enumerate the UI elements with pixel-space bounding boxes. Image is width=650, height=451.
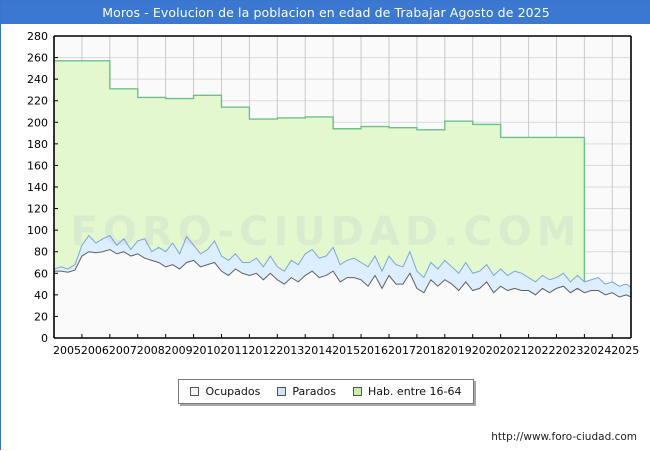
svg-text:2006: 2006 [81, 344, 109, 357]
axes [53, 35, 632, 339]
svg-text:2020: 2020 [472, 344, 500, 357]
svg-text:120: 120 [27, 203, 48, 216]
svg-text:2013: 2013 [276, 344, 304, 357]
legend-swatch-habitantes [352, 387, 362, 396]
legend-swatch-parados [277, 387, 287, 396]
legend-swatch-ocupados [190, 387, 200, 396]
svg-text:140: 140 [27, 181, 48, 194]
data-series [53, 60, 632, 339]
svg-text:2012: 2012 [248, 344, 276, 357]
chart-legend: Ocupados Parados Hab. entre 16-64 [178, 379, 474, 404]
svg-text:2005: 2005 [53, 344, 81, 357]
legend-label-parados: Parados [292, 385, 336, 398]
legend-item-habitantes: Hab. entre 16-64 [352, 385, 462, 398]
svg-text:2019: 2019 [444, 344, 472, 357]
svg-text:2022: 2022 [528, 344, 556, 357]
svg-text:200: 200 [27, 116, 48, 129]
legend-label-ocupados: Ocupados [205, 385, 261, 398]
svg-text:0: 0 [41, 332, 48, 345]
svg-text:220: 220 [27, 95, 48, 108]
svg-text:260: 260 [27, 52, 48, 65]
source-url: http://www.foro-ciudad.com [491, 431, 637, 443]
svg-text:2009: 2009 [165, 344, 193, 357]
svg-text:2017: 2017 [388, 344, 416, 357]
legend-item-parados: Parados [277, 385, 336, 398]
svg-text:2010: 2010 [193, 344, 221, 357]
svg-text:2008: 2008 [137, 344, 165, 357]
svg-text:280: 280 [27, 30, 48, 43]
svg-text:180: 180 [27, 138, 48, 151]
population-chart: 020406080100120140160180200220240260280 … [27, 30, 639, 357]
svg-text:2015: 2015 [332, 344, 360, 357]
svg-text:40: 40 [34, 289, 48, 302]
svg-text:2025: 2025 [611, 344, 639, 357]
svg-text:2023: 2023 [555, 344, 583, 357]
svg-text:160: 160 [27, 159, 48, 172]
x-axis-tick-labels: 2005 2006 2007 2008 2009 2010 2011 2012 2013 2014… [53, 344, 639, 357]
svg-text:2011: 2011 [220, 344, 248, 357]
page-title: Moros - Evolucion de la poblacion en eda… [102, 5, 550, 20]
svg-text:2021: 2021 [500, 344, 528, 357]
svg-text:240: 240 [27, 73, 48, 86]
svg-text:20: 20 [34, 310, 48, 323]
svg-text:80: 80 [34, 246, 48, 259]
svg-text:2016: 2016 [360, 344, 388, 357]
y-axis-tick-labels: 0 20 40 60 80 100 120 140 160 180 200 220 240 260 280 [27, 30, 48, 345]
legend-label-habitantes: Hab. entre 16-64 [367, 385, 462, 398]
svg-text:60: 60 [34, 267, 48, 280]
window-title-bar: Moros - Evolucion de la poblacion en eda… [1, 1, 650, 24]
svg-text:2014: 2014 [304, 344, 332, 357]
legend-item-ocupados: Ocupados [190, 385, 260, 398]
svg-text:2024: 2024 [583, 344, 611, 357]
svg-text:2007: 2007 [109, 344, 137, 357]
svg-text:2018: 2018 [416, 344, 444, 357]
svg-text:100: 100 [27, 224, 48, 237]
